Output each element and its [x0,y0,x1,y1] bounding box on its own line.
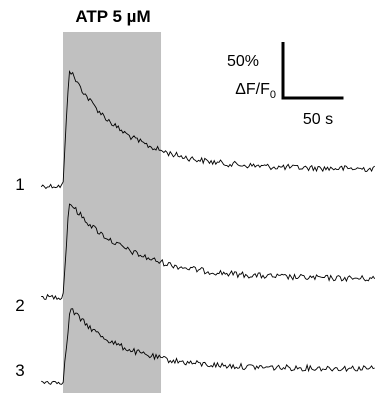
trace-1-label: 1 [15,175,24,194]
stimulus-shading [63,32,162,393]
stimulus-label: ATP 5 µM [75,7,150,26]
scale-bar-x-label: 50 s [303,111,333,128]
scale-bar-y-unit-main: ΔF/F [235,81,270,98]
trace-3-label: 3 [15,361,24,380]
scale-bar-y-value: 50% [227,53,259,70]
trace-1-line [40,70,375,190]
scale-bar: 50% ΔF/F0 50 s [227,42,344,128]
scale-bar-y-unit: ΔF/F0 [235,81,276,101]
trace-group: 1 2 3 [15,70,376,385]
scale-bar-y-unit-sub: 0 [270,89,276,101]
trace-2-label: 2 [15,296,24,315]
trace-2-line [41,203,376,301]
trace-3-line [40,308,375,385]
